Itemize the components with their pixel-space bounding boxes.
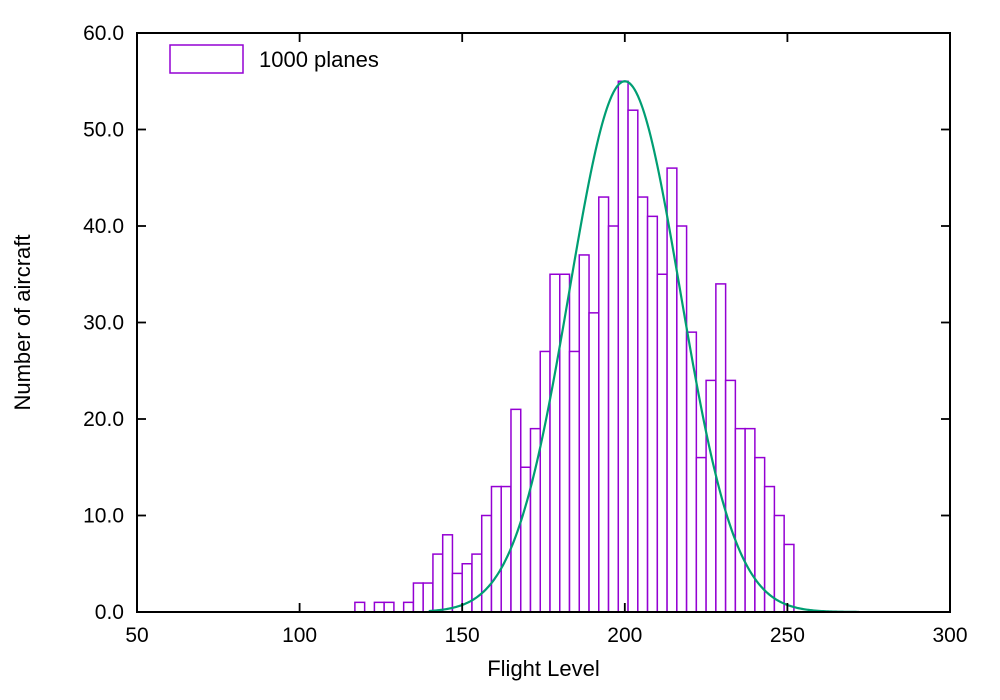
histogram-bar: [656, 273, 668, 613]
x-axis-title: Flight Level: [487, 656, 600, 681]
histogram-bar: [412, 582, 424, 613]
histogram-bar: [441, 534, 454, 613]
histogram-bar: [480, 514, 493, 613]
y-axis-tick-label: 60.0: [83, 22, 124, 45]
legend-label: 1000 planes: [259, 47, 379, 72]
y-axis-tick-label: 10.0: [83, 505, 124, 528]
histogram-bar: [432, 553, 444, 613]
y-axis-title: Number of aircraft: [10, 234, 35, 410]
histogram-bar: [646, 215, 659, 613]
histogram-bar: [510, 408, 522, 613]
histogram-bar: [627, 109, 639, 613]
histogram-bar: [578, 254, 590, 613]
histogram-bar: [637, 196, 649, 613]
histogram-bar: [422, 582, 434, 613]
legend-sample-box: [169, 44, 244, 74]
histogram-bar: [383, 601, 395, 613]
histogram-bar: [734, 427, 746, 613]
histogram-bar: [568, 350, 581, 613]
y-axis-tick-label: 50.0: [83, 119, 124, 142]
histogram-bar: [373, 601, 385, 613]
x-axis-tick-label: 50: [125, 624, 148, 647]
y-axis-tick-label: 0.0: [95, 601, 124, 624]
histogram-bar: [471, 553, 483, 613]
histogram-bar: [773, 514, 785, 613]
histogram-bar: [617, 80, 629, 613]
y-axis-tick-label: 20.0: [83, 408, 124, 431]
histogram-bar: [598, 196, 610, 613]
histogram-bar: [783, 543, 795, 613]
y-axis-tick-label: 30.0: [83, 312, 124, 335]
x-axis-tick-label: 100: [282, 624, 317, 647]
x-axis-tick-label: 200: [607, 624, 642, 647]
histogram-bar: [607, 225, 620, 613]
histogram-bar: [519, 466, 532, 613]
histogram-bar: [695, 456, 707, 613]
histogram-bar: [705, 379, 717, 613]
x-axis-tick-label: 250: [770, 624, 805, 647]
histogram-bar: [402, 601, 415, 613]
histogram-bar: [354, 601, 366, 613]
x-axis-tick-label: 300: [932, 624, 967, 647]
histogram-bar: [666, 167, 678, 613]
histogram-bar: [559, 273, 571, 613]
histogram-bar: [490, 485, 502, 613]
histogram-bar: [724, 379, 737, 613]
y-axis-tick-label: 40.0: [83, 215, 124, 238]
x-axis-tick-label: 150: [445, 624, 480, 647]
histogram-bar: [715, 283, 727, 613]
histogram-bar: [744, 427, 756, 613]
histogram-bar: [588, 312, 600, 613]
histogram-bar: [549, 273, 561, 613]
histogram-bar: [539, 350, 551, 613]
